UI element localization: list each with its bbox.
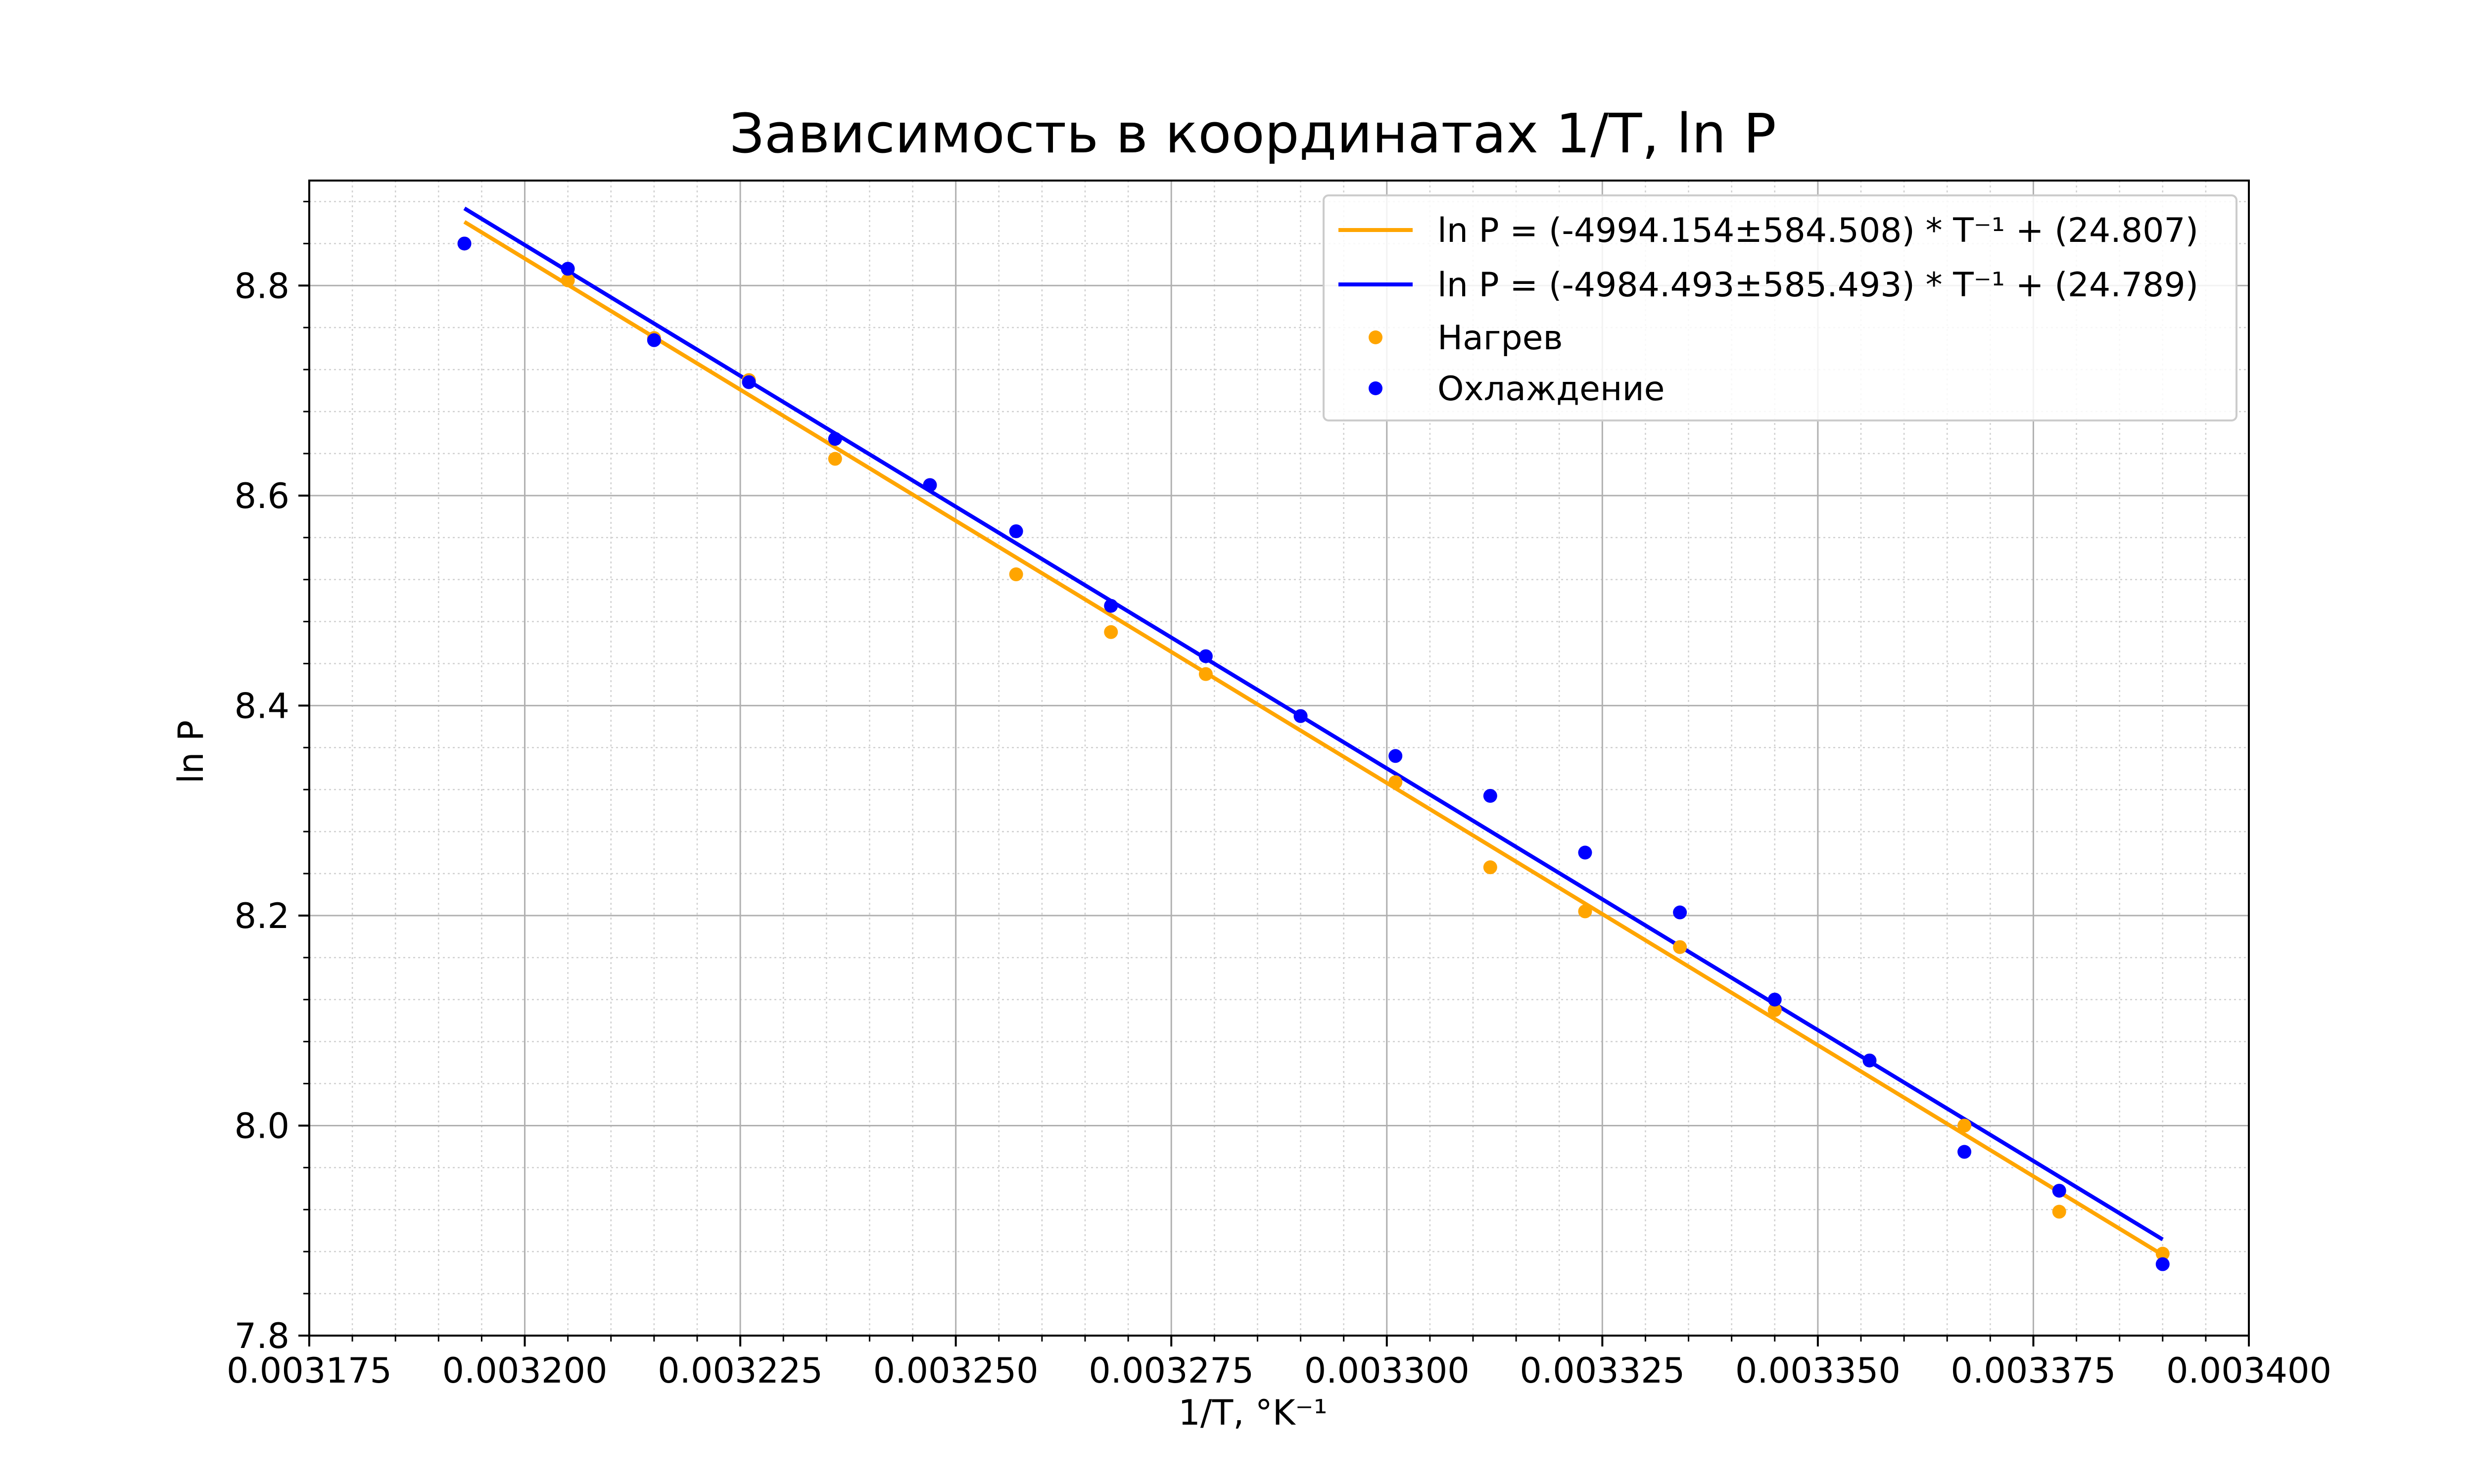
y-tick-label: 8.4 — [235, 686, 289, 726]
legend-dot-marker-3 — [1369, 330, 1382, 344]
cooling-point — [1293, 709, 1308, 723]
cooling-point — [561, 262, 575, 276]
x-tick-label: 0.003375 — [1951, 1350, 2116, 1391]
x-tick-label: 0.003325 — [1520, 1350, 1685, 1391]
cooling-point — [1483, 788, 1497, 803]
cooling-point — [2155, 1257, 2170, 1271]
x-tick-label: 0.003225 — [658, 1350, 823, 1391]
heating-point — [1767, 1003, 1782, 1017]
legend-dot-marker-4 — [1369, 381, 1382, 395]
heating-point — [828, 452, 842, 466]
heating-point — [1388, 775, 1403, 789]
cooling-point — [1198, 649, 1213, 663]
heating-point — [561, 273, 575, 287]
cooling-point — [457, 236, 472, 251]
heating-point — [1578, 904, 1592, 919]
x-tick-label: 0.003200 — [442, 1350, 608, 1391]
legend-label-3: Нагрев — [1437, 319, 1563, 358]
x-axis-label: 1/T, °K⁻¹ — [1178, 1392, 1327, 1433]
cooling-point — [2052, 1184, 2066, 1198]
heating-point — [1009, 567, 1023, 582]
data-points — [457, 236, 2170, 1271]
legend: ln P = (-4994.154±584.508) * T⁻¹ + (24.8… — [1323, 194, 2237, 421]
cooling-point — [828, 432, 842, 446]
cooling-point — [1673, 905, 1687, 920]
chart-title: Зависимость в координатах 1/T, ln P — [729, 102, 1776, 165]
y-tick-label: 7.8 — [235, 1316, 289, 1356]
y-axis-label: ln P — [171, 720, 211, 784]
y-axis-ticks: 7.8 8.0 8.2 8.4 8.6 8.8 — [235, 200, 309, 1356]
legend-label-4: Охлаждение — [1437, 370, 1665, 409]
legend-label-2: ln P = (-4984.493±585.493) * T⁻¹ + (24.7… — [1437, 266, 2198, 305]
cooling-point — [1388, 749, 1403, 763]
heating-point — [2052, 1205, 2066, 1219]
y-tick-label: 8.8 — [235, 266, 289, 306]
fit-line-1 — [463, 220, 2164, 1257]
y-tick-label: 8.2 — [235, 896, 289, 936]
x-tick-label: 0.003400 — [2166, 1350, 2331, 1391]
cooling-point — [1578, 845, 1592, 860]
heating-point — [2155, 1247, 2170, 1261]
heating-point — [1957, 1118, 1972, 1133]
x-tick-label: 0.003175 — [227, 1350, 392, 1391]
legend-label-1: ln P = (-4994.154±584.508) * T⁻¹ + (24.8… — [1437, 211, 2198, 250]
plot-area-border — [308, 180, 2250, 1337]
cooling-point — [1862, 1053, 1877, 1067]
cooling-point — [647, 333, 661, 347]
cooling-point — [742, 375, 756, 389]
axes-frame — [308, 180, 2250, 1337]
cooling-point — [923, 478, 937, 492]
heating-point — [1104, 625, 1118, 639]
cooling-point — [1957, 1145, 1972, 1159]
x-tick-label: 0.003275 — [1089, 1350, 1254, 1391]
x-tick-label: 0.003250 — [873, 1350, 1039, 1391]
x-tick-label: 0.003300 — [1304, 1350, 1470, 1391]
x-axis-ticks: 0.003175 0.003200 0.003225 0.003250 0.003275… — [227, 1336, 2331, 1391]
heating-point — [1198, 667, 1213, 681]
x-tick-label: 0.003350 — [1735, 1350, 1901, 1391]
heating-point — [1483, 860, 1497, 875]
heating-point — [1673, 940, 1687, 954]
cooling-point — [1767, 992, 1782, 1007]
y-tick-label: 8.6 — [235, 476, 289, 516]
cooling-point — [1104, 599, 1118, 613]
y-tick-label: 8.0 — [235, 1106, 289, 1146]
legend-box — [1323, 194, 2237, 421]
cooling-point — [1009, 524, 1023, 538]
minor-grid — [309, 181, 2249, 1336]
